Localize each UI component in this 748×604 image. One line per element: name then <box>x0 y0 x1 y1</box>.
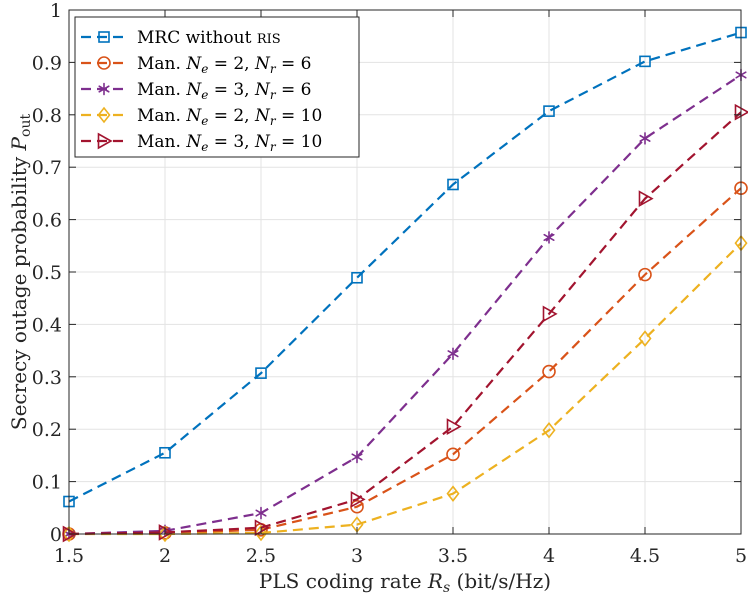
legend-entry: Man. Ne = 3, Nr = 6 <box>81 80 311 102</box>
legend-label: MRC without RIS <box>137 28 281 48</box>
series-triangle-right <box>62 103 748 543</box>
data-point <box>638 190 654 208</box>
series-line <box>68 187 742 536</box>
data-point <box>734 103 748 121</box>
legend-entry: Man. Ne = 2, Nr = 10 <box>81 106 322 128</box>
legend-label: Man. Ne = 2, Nr = 10 <box>137 106 322 128</box>
x-tick-label: 3.5 <box>438 545 468 567</box>
data-point <box>638 267 652 282</box>
y-tick-label: 1 <box>50 0 62 22</box>
legend-marker <box>97 106 111 124</box>
x-tick-label: 2 <box>159 545 171 567</box>
legend-box <box>74 16 360 158</box>
data-point <box>543 231 555 244</box>
legend-marker <box>97 132 113 150</box>
x-tick-label: 4 <box>543 545 555 567</box>
data-point <box>255 506 267 520</box>
data-point <box>638 330 652 347</box>
x-tick-label: 4.5 <box>630 545 660 567</box>
legend-label: Man. Ne = 3, Nr = 10 <box>137 132 322 154</box>
data-point <box>446 485 460 502</box>
data-point <box>447 178 459 191</box>
y-tick-label: 0.8 <box>32 105 62 127</box>
data-point <box>543 105 555 117</box>
series-line <box>68 31 742 503</box>
legend-marker <box>98 82 110 96</box>
data-point <box>542 305 558 323</box>
data-point <box>446 418 462 435</box>
legend-marker <box>98 31 110 43</box>
data-point <box>159 446 171 459</box>
legend-label: Man. Ne = 2, Nr = 6 <box>137 54 311 76</box>
plot-series <box>62 26 748 543</box>
grid-lines <box>69 10 741 534</box>
y-tick-label: 0.6 <box>32 210 62 232</box>
data-point <box>158 524 174 541</box>
y-tick-label: 0.7 <box>32 157 62 179</box>
y-axis-label: Secrecy outage probability Pout <box>7 114 34 431</box>
data-point <box>254 524 268 542</box>
data-point <box>639 55 651 68</box>
legend-label: Man. Ne = 3, Nr = 6 <box>137 80 311 102</box>
legend: MRC without RIS Man. Ne = 2, Nr = 6 Man. N… <box>74 16 360 158</box>
series-circle <box>62 181 748 541</box>
series-line <box>68 111 742 536</box>
data-point <box>446 447 460 462</box>
axis-ticks: 1.5 2 2.5 3 3.5 4 4.5 5 0 0.1 0.2 0.3 0.4 0.5 0.6 0.7 0.… <box>32 0 747 567</box>
x-tick-label: 5 <box>735 545 747 567</box>
y-tick-label: 0.3 <box>32 367 62 389</box>
x-tick-label: 3 <box>351 545 363 567</box>
series-line <box>69 242 742 536</box>
data-point <box>542 364 556 379</box>
y-tick-label: 0.2 <box>32 419 62 441</box>
series-diamond <box>62 234 748 543</box>
x-axis-label: PLS coding rate Rs (bit/s/Hz) <box>259 569 551 596</box>
y-tick-label: 0.9 <box>32 52 62 74</box>
data-point <box>62 525 78 543</box>
legend-entry: MRC without RIS <box>81 28 281 48</box>
series-line <box>68 74 742 536</box>
data-point <box>351 271 363 284</box>
data-point <box>255 367 267 379</box>
data-point <box>350 491 366 508</box>
y-tick-label: 0.1 <box>32 472 62 494</box>
data-point <box>254 519 270 537</box>
data-point <box>351 450 363 464</box>
x-tick-label: 2.5 <box>246 545 276 567</box>
legend-marker <box>97 56 111 70</box>
y-tick-label: 0.4 <box>32 314 62 336</box>
data-point <box>542 421 556 439</box>
legend-entry: Man. Ne = 2, Nr = 6 <box>81 54 311 76</box>
data-point <box>639 132 651 145</box>
y-tick-label: 0.5 <box>32 262 62 284</box>
legend-entry: Man. Ne = 3, Nr = 10 <box>81 132 322 154</box>
x-tick-label: 1.5 <box>54 545 84 567</box>
data-point <box>447 347 459 361</box>
y-tick-label: 0 <box>50 524 62 546</box>
